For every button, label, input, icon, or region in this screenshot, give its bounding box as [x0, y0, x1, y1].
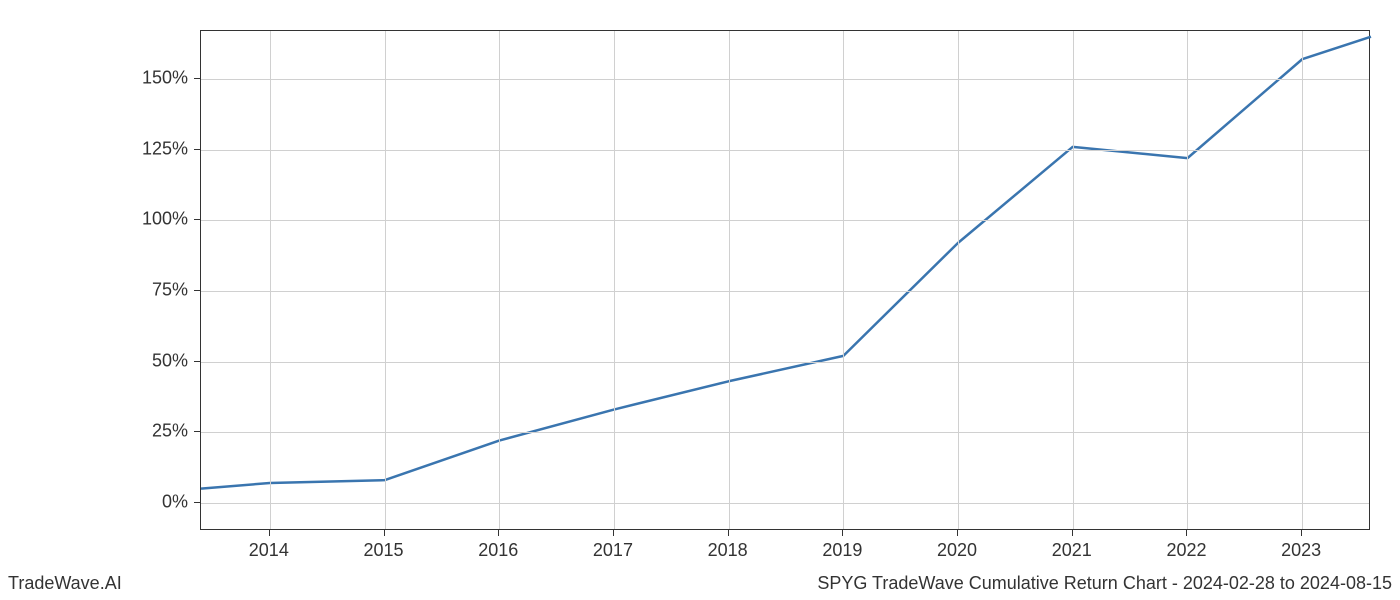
y-tick-mark: [194, 78, 200, 79]
grid-line-vertical: [385, 31, 386, 529]
x-tick-mark: [957, 530, 958, 536]
plot-area: [200, 30, 1370, 530]
grid-line-horizontal: [201, 220, 1369, 221]
x-tick-mark: [1186, 530, 1187, 536]
grid-line-horizontal: [201, 291, 1369, 292]
x-tick-mark: [1301, 530, 1302, 536]
chart-container: TradeWave.AI SPYG TradeWave Cumulative R…: [0, 0, 1400, 600]
grid-line-horizontal: [201, 432, 1369, 433]
y-tick-mark: [194, 290, 200, 291]
grid-line-horizontal: [201, 503, 1369, 504]
y-tick-mark: [194, 502, 200, 503]
x-tick-mark: [842, 530, 843, 536]
x-tick-mark: [384, 530, 385, 536]
x-tick-label: 2019: [822, 540, 862, 561]
footer-left-text: TradeWave.AI: [8, 573, 122, 594]
y-tick-label: 125%: [142, 138, 188, 159]
grid-line-vertical: [1302, 31, 1303, 529]
x-tick-mark: [498, 530, 499, 536]
grid-line-horizontal: [201, 362, 1369, 363]
grid-line-vertical: [614, 31, 615, 529]
line-series: [201, 31, 1371, 531]
x-tick-label: 2015: [363, 540, 403, 561]
x-tick-label: 2022: [1166, 540, 1206, 561]
x-tick-label: 2023: [1281, 540, 1321, 561]
y-tick-label: 100%: [142, 209, 188, 230]
grid-line-vertical: [843, 31, 844, 529]
grid-line-vertical: [1073, 31, 1074, 529]
y-tick-mark: [194, 149, 200, 150]
x-tick-label: 2016: [478, 540, 518, 561]
x-tick-label: 2020: [937, 540, 977, 561]
x-tick-label: 2014: [249, 540, 289, 561]
y-tick-mark: [194, 219, 200, 220]
x-tick-label: 2017: [593, 540, 633, 561]
x-tick-label: 2021: [1052, 540, 1092, 561]
y-tick-label: 0%: [162, 491, 188, 512]
grid-line-vertical: [270, 31, 271, 529]
x-tick-label: 2018: [708, 540, 748, 561]
grid-line-vertical: [729, 31, 730, 529]
grid-line-horizontal: [201, 79, 1369, 80]
y-tick-mark: [194, 361, 200, 362]
x-tick-mark: [728, 530, 729, 536]
y-tick-mark: [194, 431, 200, 432]
x-tick-mark: [613, 530, 614, 536]
return-line: [201, 37, 1371, 489]
grid-line-vertical: [499, 31, 500, 529]
y-tick-label: 75%: [152, 279, 188, 300]
grid-line-vertical: [958, 31, 959, 529]
y-tick-label: 50%: [152, 350, 188, 371]
y-tick-label: 25%: [152, 421, 188, 442]
y-tick-label: 150%: [142, 68, 188, 89]
x-tick-mark: [269, 530, 270, 536]
grid-line-vertical: [1187, 31, 1188, 529]
footer-right-text: SPYG TradeWave Cumulative Return Chart -…: [817, 573, 1392, 594]
grid-line-horizontal: [201, 150, 1369, 151]
x-tick-mark: [1072, 530, 1073, 536]
